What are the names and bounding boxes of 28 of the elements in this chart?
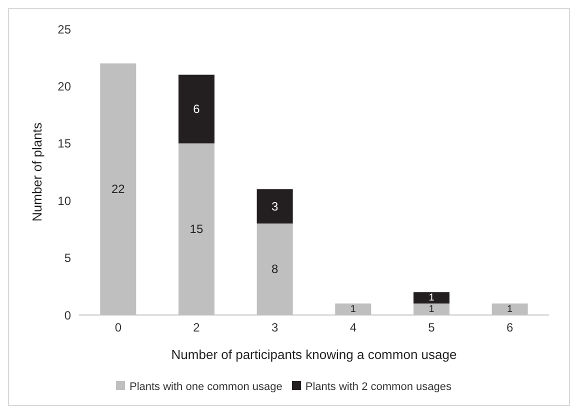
data-label: 8	[271, 262, 278, 276]
y-tick-label: 25	[58, 22, 72, 36]
x-tick-label: 0	[114, 320, 122, 335]
bar	[413, 292, 450, 304]
data-label: 3	[271, 199, 278, 214]
legend-label: Plants with 2 common usages	[305, 381, 452, 393]
y-tick-label: 15	[58, 136, 72, 151]
x-tick-label: 2	[193, 320, 200, 335]
x-tick-label: 3	[271, 320, 278, 335]
y-tick-label: 0	[64, 308, 72, 322]
legend-label: Plants with one common usage	[129, 381, 282, 393]
data-label: 1	[428, 292, 435, 304]
bar	[178, 74, 214, 144]
data-label: 1	[428, 304, 435, 315]
data-label: 1	[350, 304, 356, 315]
data-label: 1	[507, 304, 514, 315]
x-axis-title: Number of participants knowing a common usage	[171, 347, 457, 362]
data-label: 22	[111, 182, 126, 196]
x-tick-label: 4	[350, 320, 357, 335]
y-tick-label: 10	[58, 194, 72, 208]
data-label: 6	[193, 102, 200, 116]
x-tick-label: 6	[506, 320, 514, 335]
x-tick-label: 5	[428, 320, 436, 335]
y-axis-title: Number of plants	[30, 122, 45, 222]
data-label: 15	[190, 222, 204, 236]
y-tick-label: 20	[58, 79, 72, 94]
bar	[256, 189, 293, 224]
y-tick-label: 5	[64, 251, 72, 266]
